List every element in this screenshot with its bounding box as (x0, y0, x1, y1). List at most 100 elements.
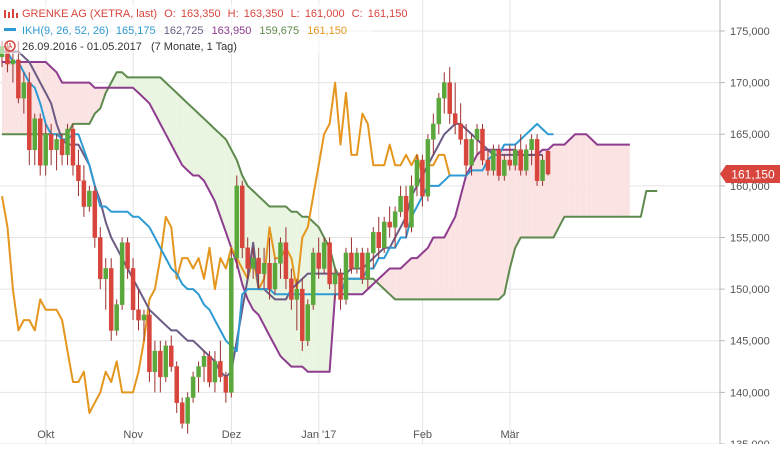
candle-body (81, 180, 87, 207)
legend-range-text: 26.09.2016 - 01.05.2017 (7 Monate, 1 Tag… (22, 41, 237, 53)
y-tick-label: 135,000 (730, 439, 770, 444)
kumo-segment (466, 165, 472, 300)
candle (502, 154, 507, 181)
legend-date-range: 26.09.2016 - 01.05.2017 (22, 41, 142, 53)
candle-body (354, 252, 360, 269)
candle-body (196, 366, 201, 378)
candle-body (278, 242, 283, 264)
candle (65, 123, 70, 166)
kumo-segment (225, 139, 232, 248)
candle-body (114, 304, 119, 331)
candle (338, 268, 343, 310)
legend-main-text: GRENKE AG (XETRA, last) O: 163,350 H: 16… (22, 8, 407, 20)
candle (179, 397, 185, 429)
candle (349, 237, 354, 274)
candle-body (147, 314, 152, 372)
kumo-segment (56, 72, 63, 135)
kumo-segment (449, 216, 456, 300)
candle (283, 227, 289, 290)
kumo-segment (62, 82, 68, 135)
kumo-segment (526, 154, 532, 238)
kumo-segment (78, 82, 84, 124)
candle (480, 123, 485, 166)
candle (491, 144, 496, 176)
legend-background (0, 3, 372, 54)
last-price-marker: 161,150 (720, 165, 780, 183)
candle-body (136, 309, 141, 321)
candle-body (403, 195, 409, 228)
candle-body (316, 252, 321, 269)
legend-high-label: H: (228, 8, 239, 20)
kumo-segment (220, 134, 226, 233)
candle-body (108, 268, 114, 331)
candle-body (518, 149, 523, 171)
candle-body (179, 402, 185, 424)
kumo-segment (416, 252, 423, 300)
candle-body (310, 252, 316, 305)
candle (147, 309, 152, 383)
legend-open-label: O: (164, 8, 176, 20)
kumo-segment (597, 144, 603, 217)
candle (534, 134, 540, 186)
kumo-segment (613, 144, 619, 217)
candle (163, 340, 169, 383)
ikh-series-icon (4, 28, 16, 31)
candle-body (545, 151, 551, 175)
candle-body (141, 314, 147, 321)
candle (343, 247, 349, 305)
candle (59, 134, 65, 166)
legend-kijun-value: 162,725 (164, 25, 204, 37)
legend-row-main: GRENKE AG (XETRA, last) O: 163,350 H: 16… (4, 8, 407, 20)
candle-body (223, 376, 229, 393)
candle-body (436, 97, 442, 125)
candle (392, 206, 398, 248)
candle (371, 227, 376, 269)
candle-body (158, 350, 163, 378)
candle (272, 258, 278, 295)
candle (485, 149, 491, 176)
candle (545, 151, 551, 176)
candle-body (529, 139, 534, 150)
candle-body (409, 185, 414, 228)
candle-body (289, 278, 294, 300)
candle-body (212, 361, 218, 383)
candle (32, 113, 38, 166)
candle-series-icon (4, 9, 18, 18)
candle (119, 237, 125, 310)
kumo-segment (515, 149, 521, 248)
candle (387, 206, 392, 238)
x-axis: Okt Nov Dez Jan '17 Feb Mär (37, 429, 519, 441)
kumo-segment (143, 77, 150, 104)
candle-body (300, 288, 305, 341)
kumo-segment (493, 149, 499, 300)
candle-body (463, 139, 469, 166)
candle (218, 340, 223, 383)
candle (76, 149, 81, 197)
candle (512, 144, 518, 171)
candle (540, 154, 545, 186)
candle-body (21, 82, 27, 99)
x-tick-label: Jan '17 (301, 429, 336, 441)
candle-body (37, 118, 43, 166)
last-price-flag (720, 165, 780, 183)
legend-close-label: C: (352, 8, 363, 20)
kumo-segment (154, 77, 161, 124)
kumo-segment (498, 149, 505, 300)
candle-body (130, 268, 136, 311)
candle-body (98, 237, 103, 280)
legend-indicator-title: IKH(9, 26, 52, 26) (22, 25, 109, 37)
y-tick-label: 150,000 (730, 284, 770, 296)
kumo-segment (427, 237, 434, 300)
candle (381, 216, 387, 253)
kumo-segment (471, 154, 478, 300)
kumo-segment (400, 263, 407, 300)
candle-body (398, 195, 403, 212)
candle (43, 123, 48, 176)
candle-body (234, 185, 240, 259)
legend: GRENKE AG (XETRA, last) O: 163,350 H: 16… (0, 3, 407, 54)
candle-body (152, 350, 158, 372)
candle-body (534, 139, 540, 181)
y-tick-label: 170,000 (730, 78, 770, 90)
